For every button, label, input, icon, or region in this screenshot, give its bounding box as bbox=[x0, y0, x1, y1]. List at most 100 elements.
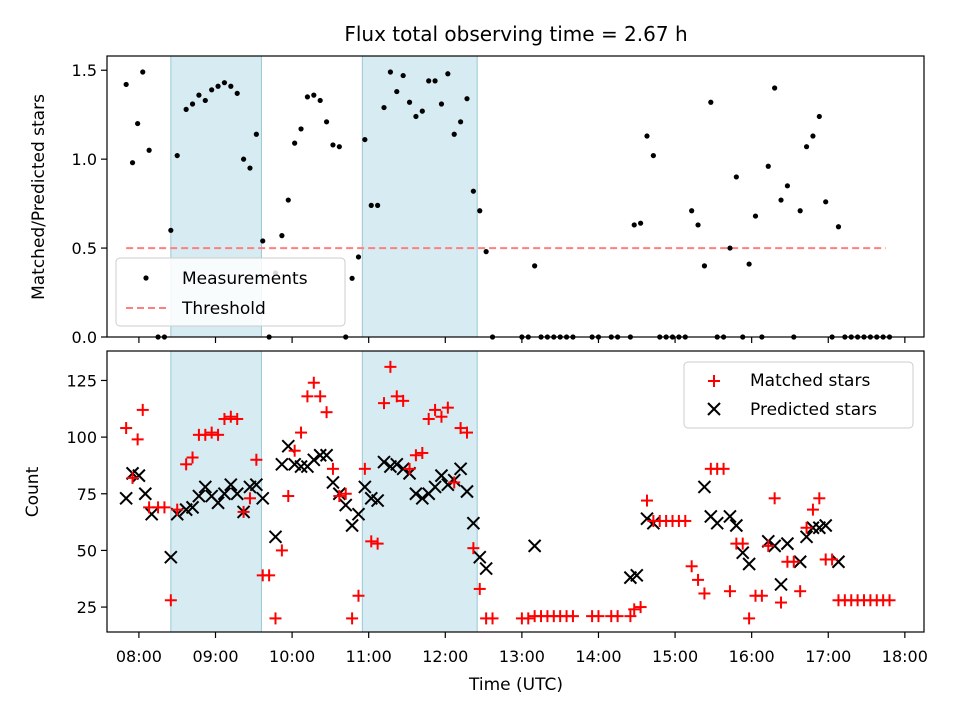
predicted-star-point bbox=[742, 557, 756, 571]
measurement-point bbox=[644, 133, 650, 139]
matched-star-point bbox=[592, 610, 605, 623]
measurement-point bbox=[240, 156, 247, 162]
matched-star-point bbox=[736, 537, 749, 550]
matched-star-point bbox=[826, 553, 839, 566]
predicted-star-point bbox=[307, 453, 321, 467]
measurement-point bbox=[123, 81, 129, 88]
measurement-point bbox=[803, 144, 810, 150]
predicted-star-point bbox=[377, 455, 391, 469]
measurement-point bbox=[228, 83, 234, 89]
matched-star-point bbox=[429, 403, 442, 416]
measurement-point bbox=[215, 83, 221, 89]
matched-star-point bbox=[416, 446, 429, 459]
top-y-axis-label: Matched/Predicted stars bbox=[29, 94, 49, 300]
measurement-point bbox=[362, 136, 368, 143]
matched-star-point bbox=[403, 462, 416, 475]
predicted-star-point bbox=[396, 462, 410, 476]
matched-star-point bbox=[409, 449, 422, 462]
x-tick-label: 14:00 bbox=[575, 647, 621, 666]
matched-star-point bbox=[307, 376, 320, 389]
predicted-star-point bbox=[799, 530, 814, 544]
measurement-point bbox=[413, 113, 419, 120]
matched-star-point bbox=[212, 428, 225, 441]
measurement-point bbox=[451, 131, 457, 137]
predicted-star-point bbox=[211, 496, 225, 510]
count-points bbox=[119, 360, 896, 625]
matched-star-point bbox=[171, 503, 184, 516]
legend-predicted-marker bbox=[707, 402, 721, 416]
measurement-point bbox=[285, 197, 291, 203]
measurement-point bbox=[835, 224, 842, 230]
measurement-point bbox=[174, 152, 180, 159]
x-tick-label: 16:00 bbox=[729, 647, 775, 666]
measurement-point bbox=[234, 90, 240, 96]
matched-star-point bbox=[301, 390, 314, 403]
predicted-star-point bbox=[806, 521, 820, 535]
matched-star-point bbox=[158, 501, 171, 514]
predicted-star-point bbox=[527, 539, 542, 553]
measurement-point bbox=[733, 174, 739, 180]
measurement-point bbox=[438, 101, 445, 107]
measurement-point bbox=[202, 97, 208, 104]
predicted-star-point bbox=[119, 491, 133, 506]
legend-measurements-label: Measurements bbox=[182, 269, 308, 289]
matched-star-point bbox=[282, 490, 295, 503]
predicted-star-point bbox=[409, 487, 423, 501]
matched-star-point bbox=[448, 476, 461, 489]
measurement-point bbox=[778, 197, 784, 203]
predicted-star-point bbox=[640, 511, 654, 526]
predicted-star-point bbox=[294, 459, 308, 474]
measurement-point bbox=[477, 208, 483, 214]
matched-star-point bbox=[397, 394, 410, 407]
matched-star-point bbox=[346, 612, 359, 625]
matched-star-point bbox=[679, 514, 692, 527]
measurement-point bbox=[464, 96, 470, 102]
measurement-point bbox=[400, 72, 406, 79]
x-tick-label: 17:00 bbox=[805, 647, 851, 666]
matched-star-point bbox=[685, 560, 698, 573]
matched-star-point bbox=[205, 426, 218, 439]
predicted-star-point bbox=[729, 518, 744, 533]
predicted-star-point bbox=[144, 507, 159, 521]
matched-star-point bbox=[224, 410, 237, 423]
legend-matched-marker bbox=[708, 375, 720, 387]
matched-star-point bbox=[180, 458, 193, 471]
measurement-point bbox=[445, 71, 451, 77]
matched-star-point bbox=[326, 462, 339, 475]
matched-star-point bbox=[454, 422, 467, 435]
matched-star-point bbox=[295, 426, 308, 439]
matched-star-point bbox=[136, 403, 149, 416]
measurement-point bbox=[810, 133, 816, 139]
y-tick-label: 1.0 bbox=[72, 150, 97, 169]
predicted-star-point bbox=[793, 555, 807, 569]
panel-bottom: 25 50 75 100 125 08:00 09:00 10:00 11:00 12:00 13… bbox=[23, 350, 928, 695]
matched-star-point bbox=[269, 612, 282, 625]
measurement-point bbox=[209, 87, 215, 93]
measurement-point bbox=[135, 120, 141, 127]
predicted-star-point bbox=[192, 489, 206, 503]
measurement-point bbox=[330, 142, 336, 148]
y-tick-label: 0.0 bbox=[72, 328, 97, 347]
measurement-point bbox=[695, 222, 701, 228]
x-tick-label: 18:00 bbox=[882, 647, 928, 666]
matched-star-point bbox=[800, 521, 813, 534]
measurement-point bbox=[419, 108, 425, 114]
matched-star-point bbox=[762, 539, 775, 552]
predicted-star-point bbox=[249, 477, 264, 492]
measurement-point bbox=[752, 213, 759, 219]
matched-star-point bbox=[126, 471, 139, 484]
predicted-star-point bbox=[390, 457, 404, 472]
measurement-point bbox=[183, 106, 189, 112]
top-y-axis: 0.0 0.5 1.0 1.5 bbox=[72, 61, 107, 347]
predicted-star-point bbox=[460, 484, 474, 499]
x-tick-label: 13:00 bbox=[499, 647, 545, 666]
matched-star-point bbox=[243, 492, 256, 505]
x-tick-label: 15:00 bbox=[652, 647, 698, 666]
bottom-y-axis: 25 50 75 100 125 bbox=[66, 371, 107, 617]
predicted-star-point bbox=[358, 480, 372, 494]
x-tick-label: 11:00 bbox=[346, 647, 392, 666]
matched-star-point bbox=[339, 487, 352, 500]
matched-star-point bbox=[384, 360, 397, 373]
matched-star-point bbox=[624, 610, 637, 623]
predicted-star-point bbox=[326, 475, 340, 490]
